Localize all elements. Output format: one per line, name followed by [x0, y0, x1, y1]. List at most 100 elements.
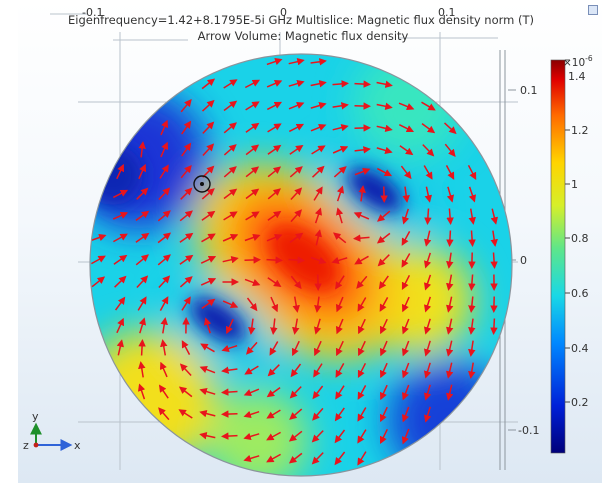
flux-arrow [266, 256, 283, 264]
colorbar-label: 0.6 [571, 287, 589, 300]
probe-point-marker[interactable] [193, 175, 211, 193]
flux-arrow [201, 78, 216, 90]
flux-arrow [398, 102, 415, 111]
plot-canvas[interactable]: -0.1 0 0.1 0.1 0 -0.1 ×10-6 1.4 1.2 1 0.… [18, 0, 602, 483]
axis-z-label: z [23, 439, 29, 452]
flux-arrow [336, 185, 345, 202]
flux-arrow [446, 186, 455, 203]
flux-arrow [221, 432, 238, 440]
flux-arrow [376, 232, 391, 244]
flux-arrow [357, 318, 366, 335]
top-tick-zero: 0 [280, 6, 287, 19]
flux-arrow [244, 79, 261, 89]
graphics-viewport[interactable]: -0.1 0 0.1 0.1 0 -0.1 ×10-6 1.4 1.2 1 0.… [18, 0, 602, 483]
flux-arrow [244, 365, 259, 375]
flux-arrow [423, 165, 433, 180]
top-tick-neg: -0.1 [82, 6, 103, 19]
flux-arrow [135, 232, 150, 243]
flux-arrow [136, 275, 149, 289]
flux-arrow [401, 231, 411, 246]
flux-arrow [401, 253, 411, 268]
flux-arrow [179, 210, 193, 222]
flux-arrow [248, 318, 256, 335]
flux-arrow [267, 188, 281, 200]
flux-arrow [158, 187, 171, 201]
flux-arrow [200, 255, 217, 264]
flux-arrow [423, 362, 432, 379]
flux-arrow [157, 232, 172, 244]
flux-arrow [378, 275, 389, 290]
colorbar-label: 0.8 [571, 232, 589, 245]
flux-arrow [334, 451, 346, 466]
flux-arrow [334, 429, 346, 444]
flux-arrow [468, 318, 476, 335]
flux-arrow [181, 120, 192, 135]
flux-arrow [158, 384, 169, 399]
flux-arrow [443, 122, 457, 135]
flux-arrow [401, 340, 410, 357]
flux-arrow [310, 256, 327, 265]
flux-arrow [138, 361, 146, 378]
flux-arrow [223, 122, 237, 134]
flux-arrow [490, 318, 498, 335]
flux-arrow [288, 452, 303, 464]
flux-arrow [223, 211, 238, 221]
flux-arrow [199, 432, 216, 440]
flux-arrow [160, 119, 169, 136]
flux-arrow [289, 166, 303, 178]
flux-arrow [267, 277, 282, 288]
flux-arrow [116, 163, 125, 180]
flux-arrow [245, 166, 260, 178]
flux-arrow [311, 452, 324, 465]
flux-arrow [334, 407, 345, 422]
flux-arrow [202, 165, 215, 178]
colorbar-label: 0.4 [571, 342, 589, 355]
window-toggle-button[interactable] [588, 5, 598, 15]
flux-arrow [225, 318, 234, 335]
flux-arrow [112, 189, 129, 199]
flux-arrow [310, 123, 327, 132]
flux-arrow [424, 208, 432, 225]
flux-arrow [116, 339, 124, 356]
flux-arrow [401, 274, 411, 291]
flux-arrow [243, 410, 260, 419]
flux-arrow [135, 254, 149, 266]
flux-arrow [90, 233, 107, 242]
flux-arrow [421, 101, 436, 111]
flux-arrow [379, 340, 388, 357]
flux-arrow [116, 317, 125, 334]
flux-arrow [180, 187, 193, 200]
flux-arrow [332, 145, 349, 154]
flux-arrow [245, 144, 260, 156]
flux-arrow [376, 80, 393, 88]
flux-arrow [401, 318, 410, 335]
flux-arrow [179, 363, 192, 377]
flux-arrow [158, 275, 171, 289]
flux-arrow [446, 296, 454, 313]
flux-arrow [399, 145, 414, 156]
flux-arrow [400, 165, 412, 180]
flux-arrow [288, 430, 303, 442]
flux-arrow [199, 409, 216, 418]
flux-arrow [267, 166, 282, 178]
flux-arrow [314, 207, 323, 224]
flux-arrow [223, 166, 237, 178]
flux-arrow [291, 340, 300, 357]
flux-arrow [221, 344, 238, 353]
flux-arrow [379, 406, 388, 423]
flux-arrow [357, 297, 367, 312]
flux-arrow [376, 146, 393, 155]
flux-arrow [270, 318, 278, 335]
flux-arrow [114, 296, 126, 311]
flux-arrow [199, 387, 216, 396]
flux-arrow [314, 296, 322, 313]
flux-arrow [160, 339, 168, 356]
flux-arrow [468, 362, 476, 379]
flux-arrow [221, 366, 238, 374]
flux-arrow [377, 210, 391, 222]
flux-arrow [158, 407, 170, 421]
flux-arrow [157, 254, 171, 266]
flux-arrow [222, 256, 239, 264]
plot-title: Eigenfrequency=1.42+8.1795E-5i GHz Multi… [67, 13, 535, 27]
colorbar-label: 0.2 [571, 396, 589, 409]
